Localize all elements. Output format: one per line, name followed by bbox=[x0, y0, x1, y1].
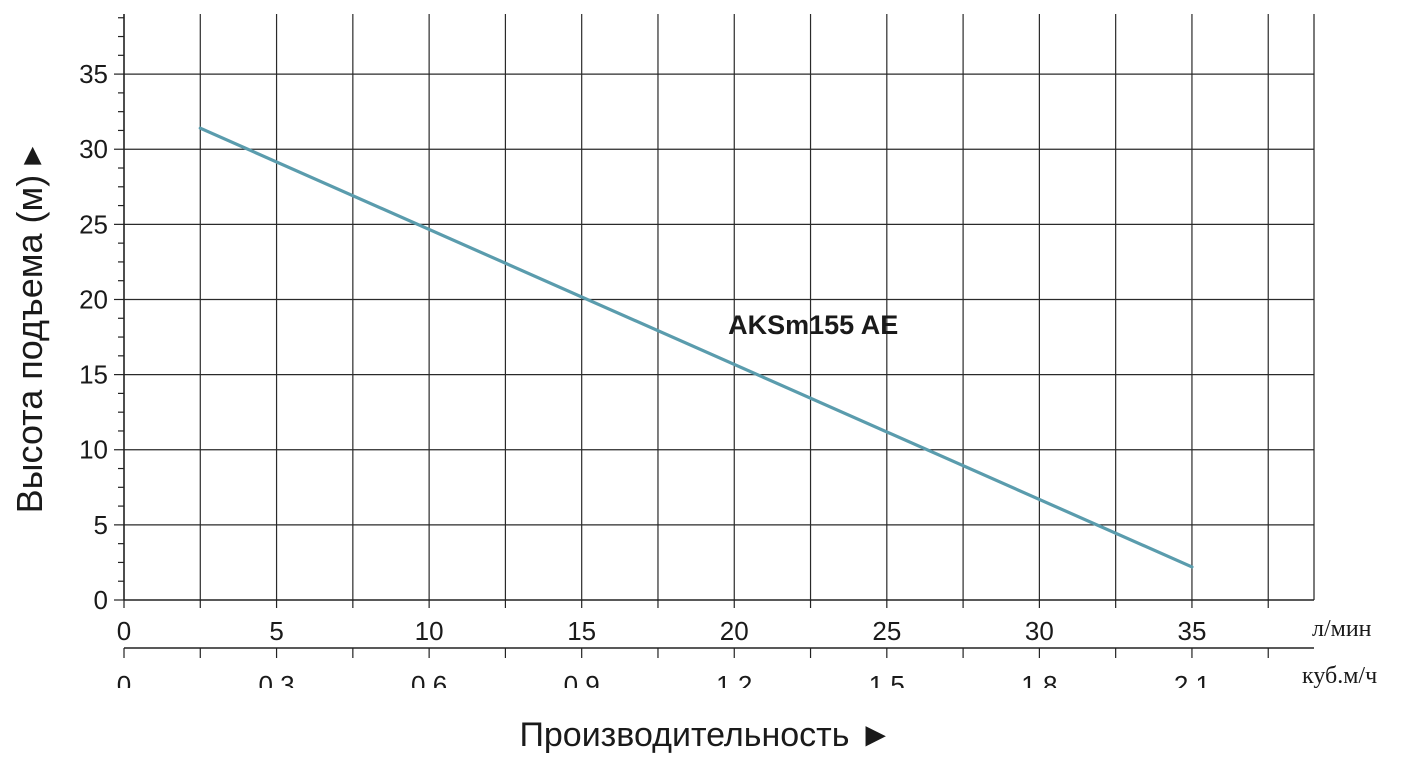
y-tick-label: 30 bbox=[79, 134, 108, 164]
x-axis-label-container: Производительность ► bbox=[0, 716, 1412, 755]
x2-tick-label: 1.2 bbox=[716, 670, 752, 700]
y-tick-label: 15 bbox=[79, 360, 108, 390]
y-tick-label: 5 bbox=[94, 510, 108, 540]
x2-tick-label: 2.1 bbox=[1174, 670, 1210, 700]
grid bbox=[124, 14, 1314, 600]
y-tick-label: 20 bbox=[79, 284, 108, 314]
x2-tick-label: 1.8 bbox=[1021, 670, 1057, 700]
tick-labels: 0 5 10 15 20 25 30 35 0 5 10 15 20 25 30 35 0 0.3 0.6 0.9 1.… bbox=[79, 59, 1377, 700]
x-tick-label: 0 bbox=[117, 616, 131, 646]
x-tick-label: 5 bbox=[269, 616, 283, 646]
y-tick-label: 0 bbox=[94, 585, 108, 615]
x-tick-label: 30 bbox=[1025, 616, 1054, 646]
axes bbox=[114, 14, 1315, 658]
x2-tick-label: 0 bbox=[117, 670, 131, 700]
x-tick-label: 35 bbox=[1177, 616, 1206, 646]
x-tick-label: 25 bbox=[872, 616, 901, 646]
x-tick-label: 15 bbox=[567, 616, 596, 646]
series-layer bbox=[198, 126, 1194, 569]
y-tick-label: 35 bbox=[79, 59, 108, 89]
y-axis-label: Высота подъема (м) ▸ bbox=[9, 146, 50, 514]
x-unit-label: л/мин bbox=[1312, 616, 1372, 642]
y-tick-label: 25 bbox=[79, 209, 108, 239]
x2-tick-label: 0.6 bbox=[411, 670, 447, 700]
x-axis-label: Производительность ► bbox=[519, 716, 893, 754]
x2-tick-label: 0.9 bbox=[564, 670, 600, 700]
x2-unit-label: куб.м/ч bbox=[1302, 663, 1377, 689]
y-axis-label-container: Высота подъема (м) ▸ bbox=[9, 70, 50, 590]
y-tick-label: 10 bbox=[79, 435, 108, 465]
x-tick-label: 10 bbox=[415, 616, 444, 646]
x-tick-label: 20 bbox=[720, 616, 749, 646]
series-label: AKSm155 AE bbox=[728, 310, 898, 340]
x2-tick-label: 0.3 bbox=[258, 670, 294, 700]
series-line bbox=[198, 126, 1194, 569]
x2-tick-label: 1.5 bbox=[869, 670, 905, 700]
